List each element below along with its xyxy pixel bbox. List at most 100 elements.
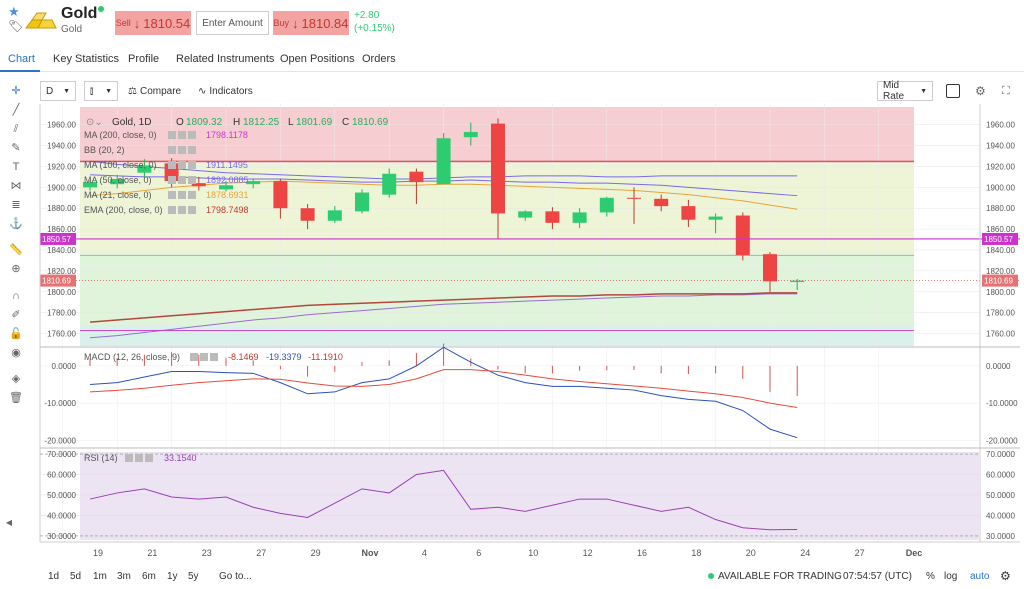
high-label: H xyxy=(233,117,240,128)
candle xyxy=(518,210,533,221)
zoom-in-icon[interactable]: ⊕ xyxy=(11,263,21,275)
tab-open-positions[interactable]: Open Positions xyxy=(280,53,355,65)
study-value: 1892.0885 xyxy=(206,175,249,185)
brush-icon[interactable]: ✎ xyxy=(11,142,21,154)
study-name: BB (20, 2) xyxy=(84,145,125,155)
candle xyxy=(572,208,587,229)
tab-profile[interactable]: Profile xyxy=(128,53,160,65)
auto-scale-toggle[interactable]: auto xyxy=(970,571,990,582)
tab-key-statistics[interactable]: Key Statistics xyxy=(53,53,120,65)
price-alert-icon[interactable]: 🏷 xyxy=(8,19,24,33)
settings-gear-icon[interactable]: ⚙ xyxy=(1000,569,1011,583)
date-tick-label: 27 xyxy=(256,548,266,558)
candle xyxy=(273,178,288,219)
indicators-button[interactable]: ∿ Indicators xyxy=(198,81,253,101)
candle-body xyxy=(790,280,805,283)
text-tool-icon[interactable]: T xyxy=(12,161,20,173)
study-settings-icon[interactable] xyxy=(125,454,133,462)
macd-tick-label: 0.0000 xyxy=(52,362,77,371)
range-1m[interactable]: 1m xyxy=(93,571,107,582)
interval-select[interactable]: D ▼ xyxy=(40,81,76,101)
settings-gear-icon[interactable]: ⚙ xyxy=(975,84,986,98)
date-tick-label: 19 xyxy=(93,548,103,558)
screenshot-button[interactable] xyxy=(946,84,960,98)
range-1y[interactable]: 1y xyxy=(167,571,178,582)
indicators-icon: ∿ xyxy=(198,85,207,97)
price-level-tag: 1850.57 xyxy=(984,235,1013,244)
candle xyxy=(708,213,723,234)
candle xyxy=(654,194,669,212)
log-scale-toggle[interactable]: log xyxy=(944,571,958,582)
gold-bars-icon xyxy=(25,12,57,29)
study-settings-icon xyxy=(168,176,176,184)
study-value: 1798.1178 xyxy=(206,130,248,140)
rsi-line xyxy=(89,469,798,531)
trend-line-icon[interactable]: ╱ xyxy=(12,104,20,116)
legend-collapse-icon[interactable]: ⊙⌄ xyxy=(86,117,103,128)
magnet-icon[interactable]: ∩ xyxy=(12,290,20,302)
study-visibility-icon[interactable] xyxy=(135,454,143,462)
study-legend: MA (200, close, 0) 1798.1178 BB (20, 2) MA … xyxy=(84,130,249,215)
range-5d[interactable]: 5d xyxy=(70,571,82,582)
percent-scale-toggle[interactable]: % xyxy=(926,571,935,582)
tab-chart[interactable]: Chart xyxy=(8,53,35,65)
range-5y[interactable]: 5y xyxy=(188,571,199,582)
date-tick-label: 23 xyxy=(202,548,212,558)
candle xyxy=(681,199,696,228)
favorite-star-icon[interactable]: ★ xyxy=(8,4,20,19)
range-6m[interactable]: 6m xyxy=(142,571,156,582)
study-remove-icon[interactable] xyxy=(145,454,153,462)
pattern-icon[interactable]: ⋈ xyxy=(10,180,22,192)
range-3m[interactable]: 3m xyxy=(117,571,131,582)
tab-orders[interactable]: Orders xyxy=(362,53,396,65)
sell-button[interactable]: Sell ↓ 1810.54 xyxy=(115,11,191,35)
macd-signal-line xyxy=(89,369,798,409)
macd-tick-label: 0.0000 xyxy=(986,362,1011,371)
rsi-gridlines xyxy=(40,453,980,537)
price-level-tag-bg xyxy=(40,232,76,245)
eye-icon[interactable]: ◉ xyxy=(11,347,21,359)
range-1d[interactable]: 1d xyxy=(48,571,60,582)
price-axis-right: 1960.00 1940.00 1920.00 1900.00 1880.00 1860.… xyxy=(982,121,1018,339)
price-tick-label: 1800.00 xyxy=(986,288,1015,297)
lock-drawings-icon[interactable]: ✐ xyxy=(11,309,21,321)
study-name: MA (50, close, 0) xyxy=(84,175,152,185)
chart-area[interactable]: 1960.00 1940.00 1920.00 1900.00 1880.00 1860.… xyxy=(0,104,1024,564)
tab-related-instruments[interactable]: Related Instruments xyxy=(176,53,275,65)
change-absolute: +2.80 xyxy=(354,10,380,21)
open-label: O xyxy=(176,117,184,128)
study-value: 1878.6931 xyxy=(206,190,249,200)
ruler-icon[interactable]: 📏 xyxy=(9,244,23,256)
candle-body xyxy=(627,197,641,199)
fibonacci-icon[interactable]: ≣ xyxy=(11,199,21,211)
price-tick-label: 1920.00 xyxy=(986,162,1015,171)
rsi-tick-label: 60.0000 xyxy=(986,471,1015,480)
low-value: 1801.69 xyxy=(296,117,333,128)
layers-icon[interactable]: ◈ xyxy=(11,373,21,385)
macd-tick-label: -10.0000 xyxy=(986,399,1018,408)
candle-body xyxy=(83,182,97,188)
chart-type-select[interactable]: ⫾ ▼ xyxy=(84,81,118,101)
compare-button[interactable]: ⚖ Compare xyxy=(128,81,181,101)
legend-title: Gold, 1D xyxy=(112,117,151,128)
candle-body xyxy=(654,198,669,207)
goto-date-button[interactable]: Go to... xyxy=(219,571,252,582)
close-label: C xyxy=(342,117,349,128)
price-chart[interactable]: 1960.001940.001920.001900.001880.001860.… xyxy=(0,104,1024,564)
collapse-panel-icon[interactable]: ◀ xyxy=(5,518,13,527)
anchor-icon[interactable]: ⚓ xyxy=(9,218,23,230)
fullscreen-icon[interactable]: ⛶ xyxy=(1002,84,1010,97)
lock-icon[interactable]: 🔓 xyxy=(9,328,23,340)
study-settings-icon[interactable] xyxy=(190,353,198,361)
study-remove-icon[interactable] xyxy=(210,353,218,361)
crosshair-icon[interactable]: ✛ xyxy=(11,85,21,97)
candle xyxy=(599,196,614,217)
study-visibility-icon[interactable] xyxy=(200,353,208,361)
parallel-channel-icon[interactable]: ⫽ xyxy=(13,123,19,135)
amount-input[interactable]: Enter Amount xyxy=(196,11,269,35)
buy-button[interactable]: Buy ↓ 1810.84 xyxy=(273,11,349,35)
trash-icon[interactable]: 🗑 xyxy=(9,392,23,404)
candle-body xyxy=(681,206,696,220)
rate-mode-select[interactable]: Mid Rate ▼ xyxy=(877,80,933,102)
candle xyxy=(191,176,206,191)
